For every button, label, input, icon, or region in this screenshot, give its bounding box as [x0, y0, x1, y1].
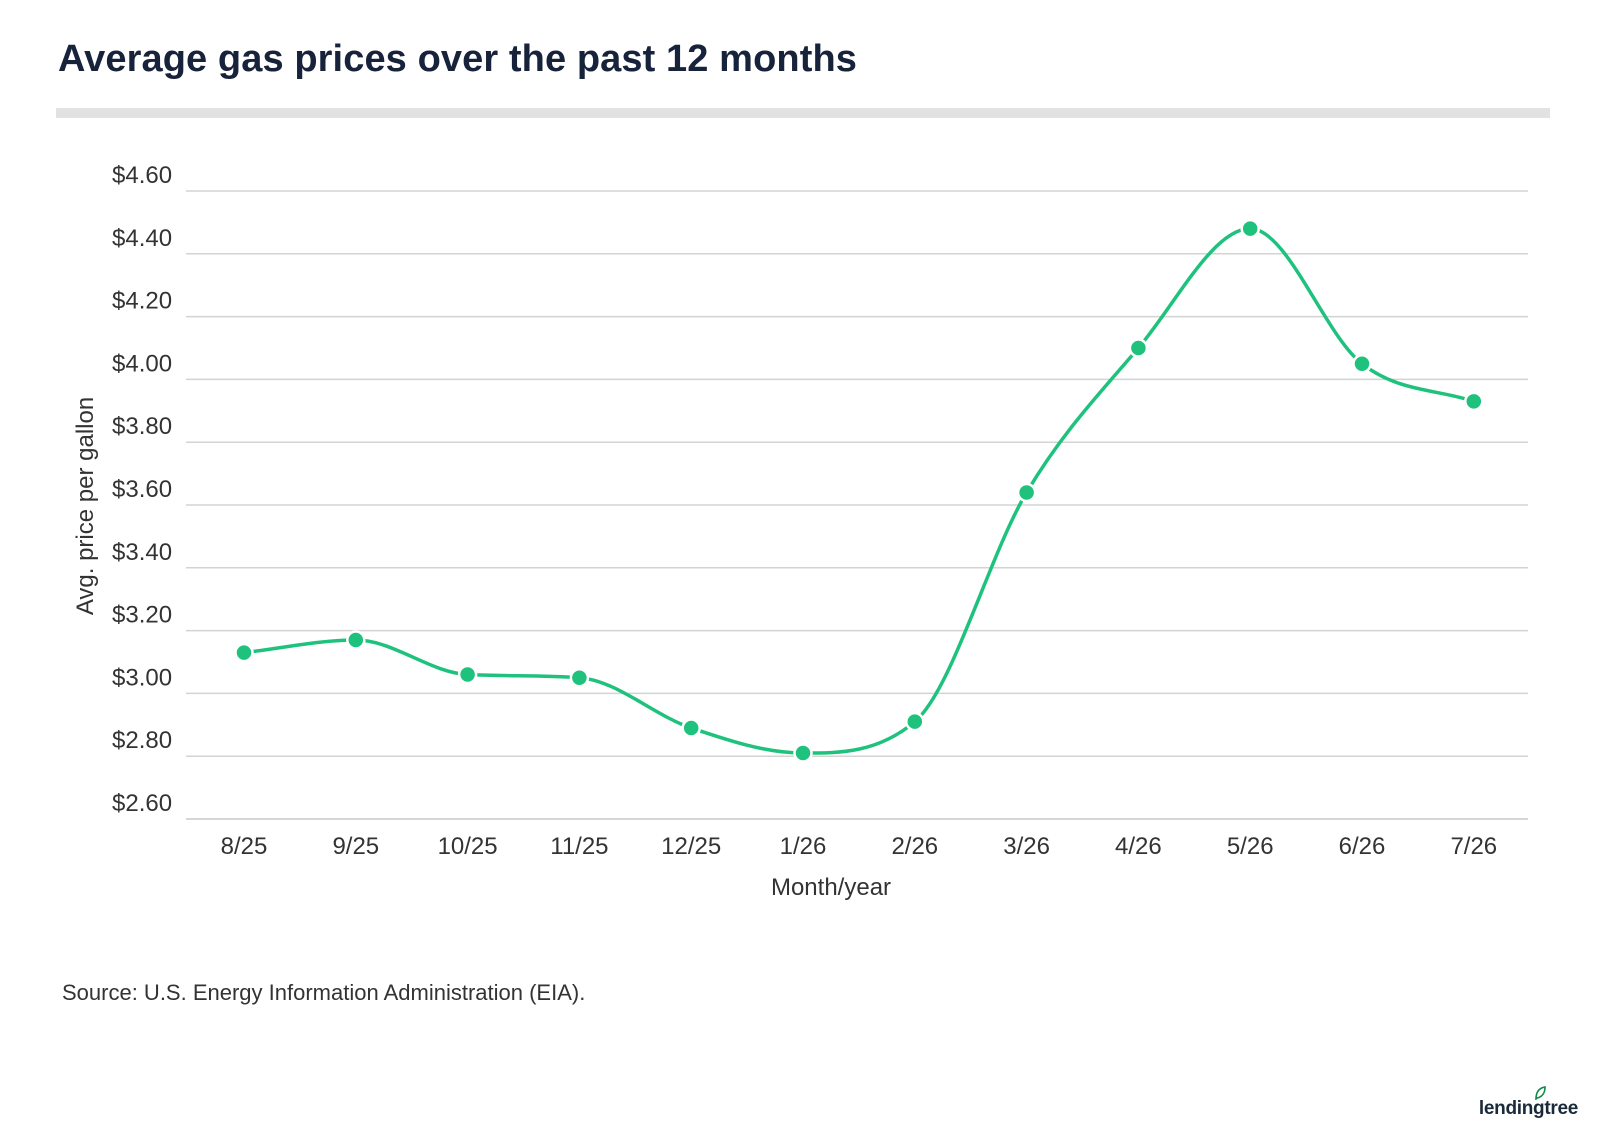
title-divider: [56, 108, 1550, 118]
y-tick-label: $3.40: [112, 539, 172, 566]
x-tick-label: 5/26: [1227, 833, 1274, 860]
data-points: [234, 218, 1484, 763]
data-point: [905, 711, 925, 732]
y-tick-label: $2.80: [112, 727, 172, 754]
y-tick-label: $3.80: [112, 413, 172, 440]
x-tick-label: 11/25: [550, 833, 608, 860]
source-note: Source: U.S. Energy Information Administ…: [62, 980, 586, 1005]
x-tick-label: 7/26: [1450, 833, 1497, 860]
x-tick-label: 9/25: [332, 833, 379, 860]
gridlines: [186, 190, 1528, 820]
x-tick-label: 8/25: [221, 833, 268, 860]
data-point: [793, 743, 813, 763]
y-tick-label: $3.00: [112, 664, 172, 691]
x-tick-label: 12/25: [661, 833, 721, 860]
y-tick-label: $3.60: [112, 476, 172, 503]
data-point: [1352, 353, 1372, 374]
x-tick-label: 6/26: [1339, 833, 1386, 860]
data-point: [457, 664, 478, 685]
x-tick-label: 1/26: [780, 833, 827, 860]
data-point: [346, 630, 366, 650]
y-tick-label: $4.60: [112, 162, 172, 189]
data-point: [1128, 338, 1149, 358]
brand-logo: lendingtree: [1478, 1086, 1578, 1120]
chart-title: Average gas prices over the past 12 mont…: [58, 38, 857, 80]
y-tick-label: $2.60: [112, 790, 172, 817]
data-point: [1464, 391, 1484, 412]
y-tick-label: $4.20: [112, 288, 172, 315]
x-axis-label: Month/year: [771, 874, 891, 901]
y-axis-label: Avg. price per gallon: [72, 397, 99, 615]
data-point: [569, 667, 590, 688]
x-tick-label: 3/26: [1003, 833, 1050, 860]
series-line: [242, 226, 1476, 755]
x-tick-label: 4/26: [1115, 833, 1162, 860]
data-point: [1016, 482, 1037, 503]
data-point: [1240, 218, 1260, 239]
x-tick-label: 10/25: [438, 833, 498, 860]
leaf-icon: [1535, 1086, 1546, 1100]
y-axis-ticks: $2.60 $2.80 $3.00 $3.20 $3.40 $3.60 $3.80 $4.00…: [112, 162, 172, 817]
data-point: [234, 642, 254, 663]
data-point: [681, 718, 701, 738]
y-tick-label: $4.00: [112, 350, 172, 377]
brand-name: lendingtree: [1478, 1098, 1578, 1119]
x-tick-label: 2/26: [891, 833, 938, 860]
x-axis-ticks: 8/25 9/25 10/25 11/25 12/25 1/26 2/26 3/26 4/26 5…: [221, 833, 1498, 860]
y-tick-label: $4.40: [112, 225, 172, 252]
y-tick-label: $3.20: [112, 602, 172, 629]
